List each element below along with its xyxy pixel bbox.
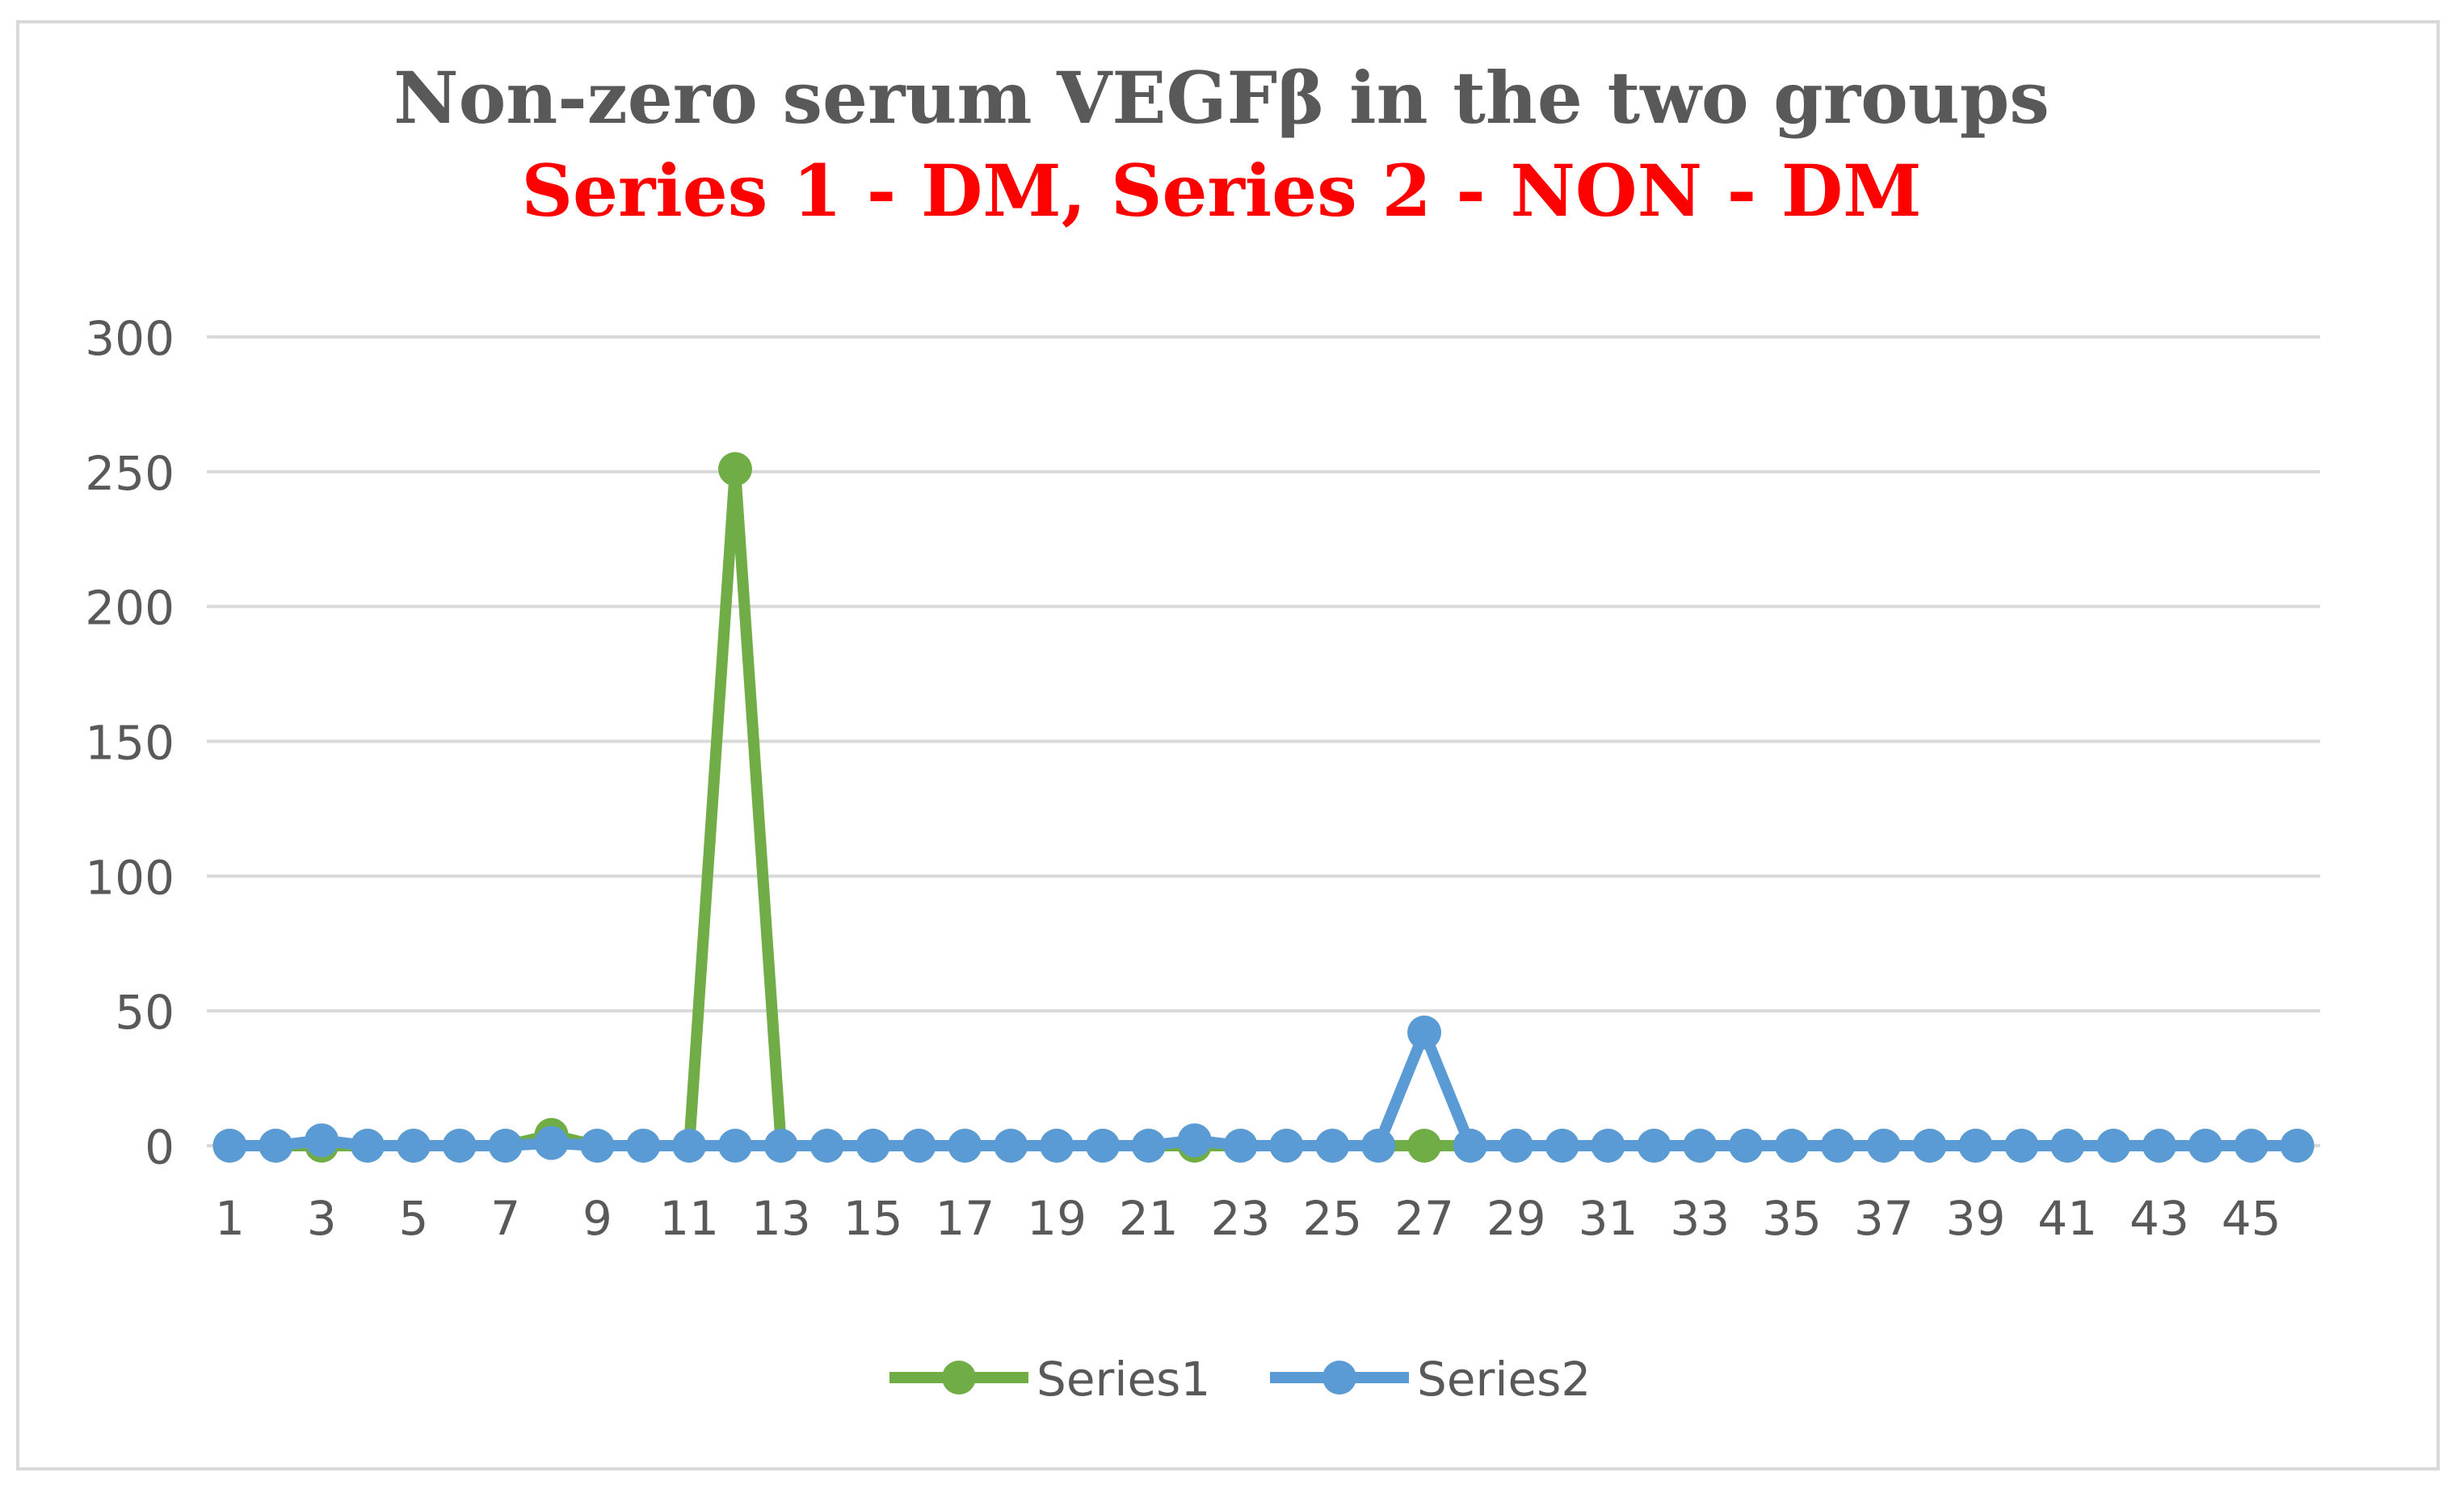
series-2-point-6 bbox=[442, 1129, 477, 1163]
series-2-point-4 bbox=[351, 1129, 385, 1163]
series-2-line bbox=[229, 1026, 2298, 1151]
series-2-point-12 bbox=[718, 1129, 752, 1163]
series-2-point-21 bbox=[1131, 1129, 1166, 1163]
chart-title: Non-zero serum VEGFβ in the two groups bbox=[393, 56, 2050, 140]
x-tick-label-33: 33 bbox=[1670, 1191, 1730, 1246]
series-2-point-24 bbox=[1269, 1129, 1304, 1163]
series-2-point-2 bbox=[259, 1129, 293, 1163]
series-1-point-12 bbox=[718, 452, 752, 486]
series-2-point-35 bbox=[1775, 1129, 1809, 1163]
series-1 bbox=[212, 452, 2315, 1163]
x-tick-label-7: 7 bbox=[490, 1191, 520, 1246]
legend-entry-2: Series2 bbox=[1270, 1352, 1591, 1407]
series-2-point-36 bbox=[1820, 1129, 1855, 1163]
x-axis-ticks: 1 3 5 7 9 11 13 15 17 19 21 23 25 27 29 31 33 35 37 39 41 43 4… bbox=[215, 1191, 2281, 1246]
y-tick-label-50: 50 bbox=[115, 985, 174, 1040]
x-tick-label-15: 15 bbox=[843, 1191, 903, 1246]
legend-swatch-marker bbox=[1322, 1361, 1356, 1395]
y-tick-label-250: 250 bbox=[85, 446, 174, 501]
series-2-point-7 bbox=[488, 1129, 523, 1163]
x-tick-label-31: 31 bbox=[1579, 1191, 1638, 1246]
series-2-point-1 bbox=[212, 1129, 247, 1163]
series-2-point-23 bbox=[1223, 1129, 1258, 1163]
series-2-point-14 bbox=[809, 1129, 844, 1163]
series-2-point-13 bbox=[763, 1129, 798, 1163]
chart-svg: Non-zero serum VEGFβ in the two groups S… bbox=[85, 56, 2320, 1407]
x-tick-label-29: 29 bbox=[1486, 1191, 1546, 1246]
x-tick-label-19: 19 bbox=[1027, 1191, 1087, 1246]
x-tick-label-35: 35 bbox=[1762, 1191, 1822, 1246]
chart-subtitle: Series 1 - DM, Series 2 - NON - DM bbox=[521, 149, 1921, 233]
series-2-point-22 bbox=[1177, 1123, 1212, 1158]
series-2-point-5 bbox=[396, 1129, 431, 1163]
x-tick-label-43: 43 bbox=[2130, 1191, 2189, 1246]
x-tick-label-17: 17 bbox=[935, 1191, 994, 1246]
series-2-point-33 bbox=[1683, 1129, 1718, 1163]
series-2-point-15 bbox=[856, 1129, 890, 1163]
y-tick-label-300: 300 bbox=[85, 311, 174, 366]
x-tick-label-13: 13 bbox=[751, 1191, 811, 1246]
x-tick-label-21: 21 bbox=[1119, 1191, 1179, 1246]
series-2-point-37 bbox=[1866, 1129, 1901, 1163]
series-1-line bbox=[229, 463, 2298, 1151]
series-2-point-19 bbox=[1040, 1129, 1074, 1163]
x-tick-label-1: 1 bbox=[215, 1191, 245, 1246]
series-2-point-29 bbox=[1499, 1129, 1533, 1163]
x-tick-label-25: 25 bbox=[1302, 1191, 1362, 1246]
series-2-point-3 bbox=[305, 1123, 339, 1158]
legend-label-1: Series1 bbox=[1036, 1352, 1210, 1407]
series-2-point-20 bbox=[1085, 1129, 1120, 1163]
y-axis-ticks: 0 50 100 150 200 250 300 bbox=[85, 311, 174, 1175]
y-tick-label-0: 0 bbox=[145, 1120, 174, 1175]
series-2-point-39 bbox=[1958, 1129, 1993, 1163]
series-layer bbox=[212, 452, 2315, 1163]
series-2-point-44 bbox=[2188, 1129, 2222, 1163]
series-2-point-10 bbox=[626, 1129, 661, 1163]
series-2-point-18 bbox=[994, 1129, 1028, 1163]
series-2-point-30 bbox=[1545, 1129, 1579, 1163]
series-2-point-31 bbox=[1591, 1129, 1625, 1163]
x-tick-label-3: 3 bbox=[307, 1191, 337, 1246]
x-tick-label-27: 27 bbox=[1394, 1191, 1454, 1246]
series-2-point-8 bbox=[534, 1125, 569, 1160]
series-2-point-45 bbox=[2234, 1129, 2268, 1163]
series-2-point-9 bbox=[580, 1129, 615, 1163]
x-tick-label-39: 39 bbox=[1946, 1191, 2006, 1246]
x-tick-label-45: 45 bbox=[2222, 1191, 2281, 1246]
series-2-point-46 bbox=[2280, 1129, 2315, 1163]
x-tick-label-41: 41 bbox=[2037, 1191, 2097, 1246]
x-tick-label-23: 23 bbox=[1211, 1191, 1271, 1246]
series-2-point-40 bbox=[2004, 1129, 2039, 1163]
chart-frame: Non-zero serum VEGFβ in the two groups S… bbox=[16, 20, 2440, 1470]
series-2-point-27 bbox=[1407, 1015, 1442, 1050]
x-tick-label-37: 37 bbox=[1854, 1191, 1914, 1246]
series-2-point-17 bbox=[948, 1129, 982, 1163]
series-2-point-38 bbox=[1912, 1129, 1947, 1163]
x-tick-label-5: 5 bbox=[398, 1191, 428, 1246]
legend-entry-1: Series1 bbox=[889, 1352, 1210, 1407]
y-tick-label-100: 100 bbox=[85, 850, 174, 905]
series-2-point-25 bbox=[1315, 1129, 1350, 1163]
series-2-point-16 bbox=[902, 1129, 936, 1163]
series-2-point-26 bbox=[1361, 1129, 1396, 1163]
series-2-point-41 bbox=[2050, 1129, 2085, 1163]
series-1-point-27 bbox=[1407, 1129, 1442, 1163]
series-2-point-34 bbox=[1729, 1129, 1764, 1163]
legend-label-2: Series2 bbox=[1417, 1352, 1591, 1407]
legend-swatch-marker bbox=[942, 1361, 976, 1395]
series-2-point-43 bbox=[2142, 1129, 2176, 1163]
series-2-point-32 bbox=[1637, 1129, 1671, 1163]
series-2 bbox=[212, 1015, 2315, 1163]
x-tick-label-11: 11 bbox=[659, 1191, 719, 1246]
y-tick-label-200: 200 bbox=[85, 581, 174, 636]
series-2-point-42 bbox=[2096, 1129, 2131, 1163]
series-2-point-11 bbox=[672, 1129, 707, 1163]
gridlines bbox=[207, 335, 2320, 1147]
y-tick-label-150: 150 bbox=[85, 716, 174, 771]
legend: Series1 Series2 bbox=[889, 1352, 1591, 1407]
series-2-point-28 bbox=[1453, 1129, 1487, 1163]
x-tick-label-9: 9 bbox=[582, 1191, 612, 1246]
